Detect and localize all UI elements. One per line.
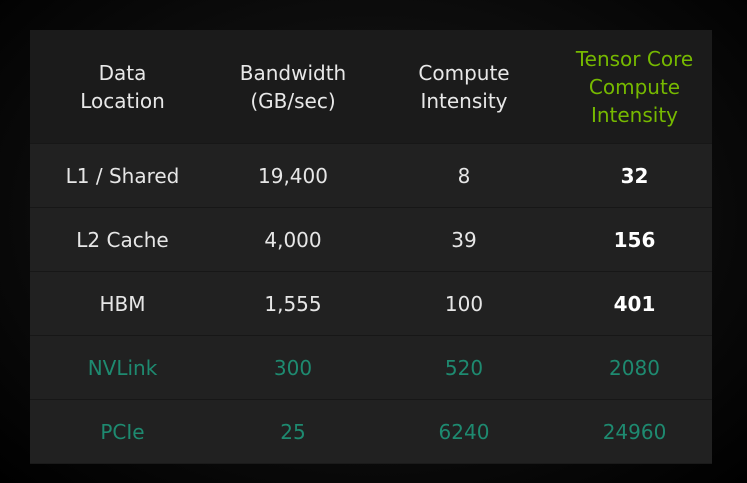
cell-compute-intensity: 520 — [444, 355, 484, 380]
bandwidth-table: Data Location Bandwidth (GB/sec) Compute… — [30, 30, 712, 464]
cell-compute-intensity: 8 — [457, 163, 471, 188]
table-header-row: Data Location Bandwidth (GB/sec) Compute… — [30, 30, 712, 143]
cell-tensor-core-intensity: 156 — [613, 227, 656, 252]
cell-data-location: NVLink — [87, 355, 158, 380]
table-row: HBM 1,555 100 401 — [30, 271, 712, 335]
table-row: NVLink 300 520 2080 — [30, 335, 712, 399]
cell-bandwidth: 1,555 — [264, 291, 322, 316]
header-data-location: Data Location — [80, 60, 165, 113]
header-tensor-core-compute-intensity: Tensor Core Compute Intensity — [575, 46, 694, 127]
cell-compute-intensity: 39 — [451, 227, 477, 252]
cell-tensor-core-intensity: 24960 — [602, 419, 667, 444]
header-bandwidth: Bandwidth (GB/sec) — [239, 60, 347, 113]
cell-data-location: L2 Cache — [76, 227, 169, 252]
cell-bandwidth: 25 — [280, 419, 306, 444]
cell-data-location: HBM — [99, 291, 146, 316]
table-row: PCIe 25 6240 24960 — [30, 399, 712, 463]
cell-tensor-core-intensity: 2080 — [609, 355, 660, 380]
cell-compute-intensity: 6240 — [438, 419, 490, 444]
cell-tensor-core-intensity: 32 — [620, 163, 649, 188]
header-compute-intensity: Compute Intensity — [418, 60, 510, 113]
cell-tensor-core-intensity: 401 — [613, 291, 656, 316]
cell-bandwidth: 19,400 — [258, 163, 328, 188]
cell-bandwidth: 300 — [273, 355, 313, 380]
table-row: L1 / Shared 19,400 8 32 — [30, 143, 712, 207]
cell-bandwidth: 4,000 — [264, 227, 322, 252]
cell-data-location: PCIe — [100, 419, 145, 444]
table-row: L2 Cache 4,000 39 156 — [30, 207, 712, 271]
cell-data-location: L1 / Shared — [65, 163, 180, 188]
cell-compute-intensity: 100 — [444, 291, 484, 316]
